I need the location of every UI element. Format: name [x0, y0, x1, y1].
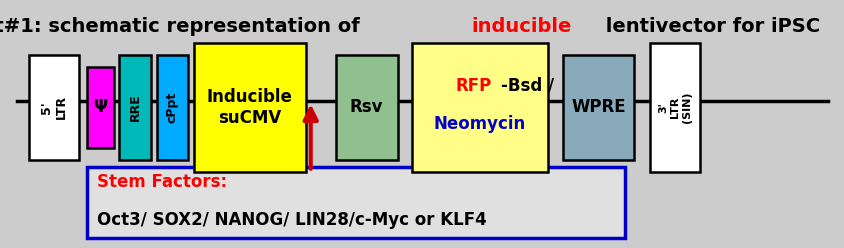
Text: inducible: inducible — [471, 17, 571, 36]
Bar — [87, 167, 625, 238]
Text: Ψ: Ψ — [93, 98, 107, 116]
Bar — [411, 43, 548, 172]
Text: Rsv: Rsv — [349, 98, 383, 116]
Bar — [87, 67, 113, 148]
Bar — [29, 55, 78, 160]
Bar — [194, 43, 306, 172]
Text: RRE: RRE — [128, 93, 142, 121]
Text: Stem Factors:: Stem Factors: — [97, 173, 227, 191]
Text: 3'
LTR
(SIN): 3' LTR (SIN) — [657, 92, 691, 123]
Text: WPRE: WPRE — [571, 98, 625, 116]
Text: Inducible
suCMV: Inducible suCMV — [207, 88, 292, 127]
Text: Set#1: schematic representation of: Set#1: schematic representation of — [0, 17, 365, 36]
Text: lentivector for iPSC: lentivector for iPSC — [598, 17, 819, 36]
Text: -Bsd /: -Bsd / — [500, 77, 554, 95]
Text: cPpt: cPpt — [165, 92, 179, 123]
Text: Oct3/ SOX2/ NANOG/ LIN28/c-Myc or KLF4: Oct3/ SOX2/ NANOG/ LIN28/c-Myc or KLF4 — [97, 211, 486, 229]
Bar — [563, 55, 633, 160]
Bar — [335, 55, 398, 160]
Text: 5'
LTR: 5' LTR — [40, 95, 68, 119]
Text: RFP: RFP — [455, 77, 491, 95]
Bar — [650, 43, 699, 172]
Bar — [119, 55, 151, 160]
Bar — [156, 55, 188, 160]
Text: Neomycin: Neomycin — [434, 115, 526, 133]
